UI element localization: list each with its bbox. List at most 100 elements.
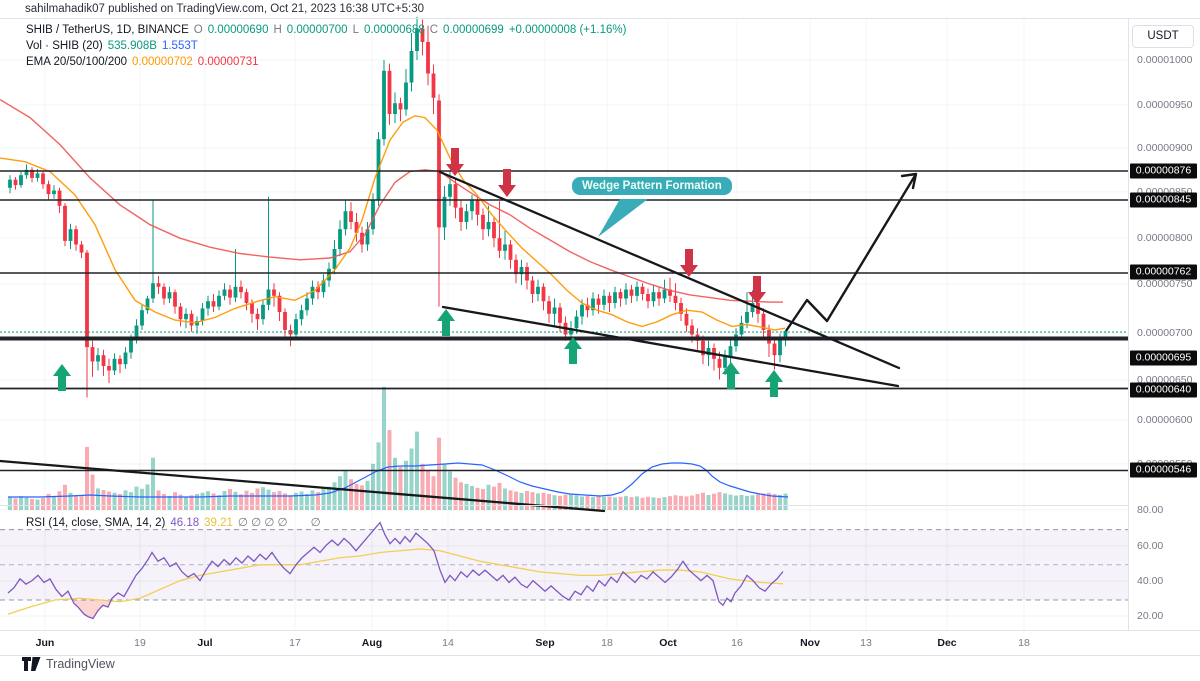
- volume-bar: [101, 490, 106, 510]
- candle-body: [448, 184, 452, 197]
- candle-body: [239, 286, 243, 293]
- price-level-badge[interactable]: 0.00000640: [1130, 382, 1197, 398]
- tradingview-logo-icon[interactable]: [22, 657, 41, 671]
- volume-legend[interactable]: Vol · SHIB (20) 535.908B 1.553T: [26, 40, 203, 52]
- volume-bar: [525, 490, 529, 510]
- volume-bar: [376, 442, 381, 510]
- top-border: [0, 18, 1200, 19]
- candle-body: [266, 289, 271, 305]
- price-level-badge[interactable]: 0.00000762: [1130, 264, 1197, 280]
- buy-arrow-icon[interactable]: [765, 370, 783, 397]
- rsi-line[interactable]: [7, 521, 784, 620]
- candle-body: [547, 301, 551, 314]
- candle-body: [321, 280, 326, 293]
- volume-bar: [398, 466, 403, 510]
- volume-bar: [272, 492, 276, 510]
- ema-fast-line[interactable]: [0, 115, 786, 331]
- candle-body: [613, 292, 617, 303]
- buy-arrow-icon[interactable]: [53, 364, 71, 391]
- price-level-badge[interactable]: 0.00000695: [1130, 350, 1197, 366]
- sell-arrow-icon[interactable]: [680, 249, 698, 277]
- legend-part: 0.00000731: [197, 56, 259, 68]
- symbol-legend[interactable]: SHIB / TetherUS, 1D, BINANCE O 0.00000690 H…: [26, 24, 631, 36]
- buy-arrow-icon[interactable]: [437, 309, 455, 336]
- wedge-pattern-label[interactable]: Wedge Pattern Formation: [572, 177, 732, 195]
- ema-legend[interactable]: EMA 20/50/100/200 0.00000702 0.00000731: [26, 56, 264, 68]
- volume-bar: [30, 498, 34, 510]
- volume-bar: [288, 495, 293, 510]
- candle-body: [646, 294, 650, 302]
- volume-bar: [57, 491, 62, 510]
- candle-body: [387, 70, 392, 114]
- candle-body: [90, 347, 95, 362]
- volume-bar: [651, 497, 656, 510]
- sell-arrow-icon[interactable]: [446, 148, 464, 176]
- candle-body: [574, 316, 579, 329]
- volume-bar: [706, 494, 711, 510]
- volume-bar: [332, 482, 337, 510]
- volume-bar: [294, 492, 298, 510]
- volume-bar: [492, 486, 496, 510]
- volume-bar: [552, 495, 557, 510]
- candle-body: [673, 295, 678, 303]
- wedge-lower[interactable]: [441, 305, 900, 388]
- rsi-legend[interactable]: RSI (14, close, SMA, 14, 2) 46.18 39.21 ∅ ∅…: [26, 515, 326, 529]
- volume-bar: [508, 490, 513, 510]
- price-level-badge[interactable]: 0.00000876: [1130, 163, 1197, 179]
- pane-separator[interactable]: [0, 505, 1128, 506]
- buy-arrow-icon[interactable]: [564, 337, 582, 364]
- currency-button[interactable]: USDT: [1132, 25, 1194, 48]
- candle-body: [558, 307, 562, 323]
- volume-trendline[interactable]: [0, 459, 606, 513]
- projection-arrow-line[interactable]: [785, 173, 918, 332]
- price-level-badge[interactable]: 0.00000546: [1130, 462, 1197, 478]
- volume-bar: [673, 495, 678, 510]
- volume-bar: [19, 496, 23, 510]
- volume-ma-line[interactable]: [8, 462, 789, 498]
- candle-body: [690, 325, 694, 335]
- candle-body: [101, 355, 106, 366]
- volume-bar: [635, 496, 639, 510]
- buy-arrow-icon[interactable]: [722, 362, 740, 389]
- ema-slow-line[interactable]: [0, 98, 783, 303]
- volume-bar: [717, 492, 722, 510]
- candle-body: [129, 339, 133, 353]
- legend-part: EMA 20/50/100/200: [26, 56, 128, 68]
- volume-bar: [118, 494, 122, 510]
- volume-bar: [563, 494, 568, 510]
- volume-bar: [151, 457, 155, 510]
- volume-bar: [233, 491, 238, 510]
- volume-bar: [437, 437, 441, 510]
- volume-bar: [607, 496, 612, 510]
- volume-bar: [35, 499, 40, 510]
- candle-body: [437, 100, 441, 228]
- candle-body: [123, 352, 128, 365]
- volume-bar: [167, 495, 172, 510]
- footer-brand-text[interactable]: TradingView: [46, 657, 115, 671]
- volume-bar: [640, 497, 645, 510]
- volume-bar: [404, 460, 408, 510]
- rsi-ma-line[interactable]: [7, 548, 784, 615]
- candle-body: [668, 289, 672, 296]
- volume-bar: [519, 492, 524, 510]
- legend-part: H: [273, 24, 282, 36]
- chart-body: [0, 16, 1128, 630]
- wedge-upper[interactable]: [438, 170, 901, 370]
- price-tick-label: 0.00000700: [1137, 327, 1193, 339]
- volume-bar: [662, 497, 667, 510]
- sell-arrow-icon[interactable]: [498, 169, 516, 197]
- volume-bar: [767, 492, 771, 510]
- time-tick-label: Oct: [659, 637, 677, 649]
- price-level-badge[interactable]: 0.00000845: [1130, 192, 1197, 208]
- time-tick-label: 18: [601, 637, 613, 649]
- sell-arrow-icon[interactable]: [748, 276, 766, 304]
- candle-body: [701, 340, 705, 356]
- candle-body: [651, 292, 656, 302]
- volume-bar: [239, 494, 243, 510]
- candle-body: [272, 289, 276, 296]
- volume-bar: [750, 495, 755, 510]
- volume-bar: [613, 497, 617, 510]
- candle-body: [706, 348, 711, 356]
- candle-body: [585, 304, 590, 311]
